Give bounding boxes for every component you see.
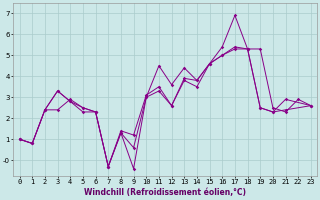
X-axis label: Windchill (Refroidissement éolien,°C): Windchill (Refroidissement éolien,°C) [84,188,246,197]
